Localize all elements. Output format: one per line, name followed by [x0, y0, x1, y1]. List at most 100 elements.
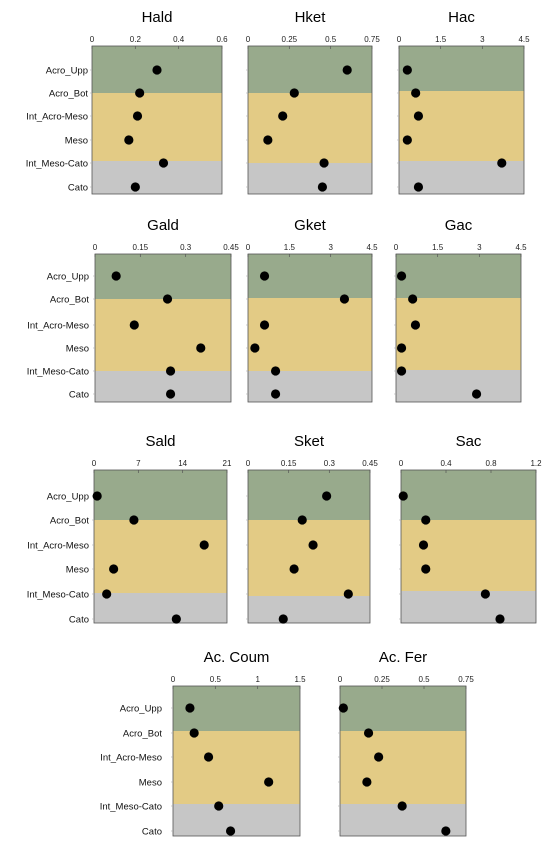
category-label-acro-upp: Acro_Upp: [46, 66, 88, 77]
mesotelm-band: [248, 520, 370, 596]
category-label-int-meso-cato: Int_Meso-Cato: [100, 802, 162, 813]
x-tick-label: 1.5: [435, 35, 447, 44]
data-point-acro-upp: [92, 491, 102, 501]
x-tick-label: 0.6: [216, 35, 228, 44]
x-tick-label: 0.2: [130, 35, 142, 44]
x-tick-label: 0: [399, 459, 404, 468]
data-point-acro-upp: [338, 703, 348, 713]
category-label-cato: Cato: [142, 827, 162, 838]
x-tick-label: 0.3: [324, 459, 336, 468]
chart-title: Hket: [295, 9, 327, 26]
x-tick-label: 14: [178, 459, 187, 468]
data-point-acro-upp: [152, 65, 162, 75]
data-point-int-meso-cato: [270, 366, 281, 376]
panel-ac-fer: Ac. Fer 0 0.25 0.5 0.75: [338, 649, 474, 837]
category-label-int-acro-meso: Int_Acro-Meso: [27, 321, 89, 332]
data-point-acro-bot: [129, 515, 139, 525]
x-tick-label: 0.8: [485, 459, 497, 468]
panel-hac: Hac 0 1.5 3 4.5: [397, 9, 530, 195]
plot-frame: [247, 469, 371, 624]
chart-title: Sac: [456, 433, 482, 450]
catotelm-band: [401, 591, 536, 623]
data-point-meso: [124, 135, 134, 145]
data-point-meso: [362, 777, 372, 787]
chart-title: Sket: [294, 433, 325, 450]
data-point-int-acro-meso: [278, 111, 288, 121]
category-label-int-meso-cato: Int_Meso-Cato: [27, 367, 89, 378]
panel-hket: Hket 0 0.25 0.5 0.75: [246, 9, 380, 195]
acrotelm-band: [399, 46, 524, 91]
acrotelm-band: [94, 470, 227, 520]
plot-frame: [172, 685, 301, 837]
data-point-acro-bot: [289, 88, 299, 98]
data-point-meso: [289, 564, 299, 574]
mesotelm-band: [399, 91, 524, 161]
x-tick-label: 0.75: [458, 675, 474, 684]
data-point-acro-bot: [411, 88, 421, 98]
data-point-acro-bot: [421, 515, 431, 525]
x-tick-label: 0.4: [173, 35, 185, 44]
plot-frame: [395, 253, 522, 403]
x-tick-label: 0: [90, 35, 95, 44]
category-label-cato: Cato: [69, 615, 89, 626]
x-tick-label: 0.3: [180, 243, 192, 252]
data-point-meso: [196, 343, 206, 353]
x-tick-label: 0: [338, 675, 343, 684]
data-point-acro-bot: [408, 294, 418, 304]
chart-title: Ac. Fer: [379, 649, 427, 666]
data-point-meso: [263, 135, 273, 145]
data-point-cato: [171, 614, 181, 624]
category-label-acro-upp: Acro_Upp: [47, 272, 89, 283]
x-tick-label: 3: [480, 35, 485, 44]
catotelm-band: [396, 370, 521, 402]
data-point-cato: [413, 182, 424, 192]
acrotelm-band: [248, 470, 370, 520]
data-point-meso: [264, 777, 274, 787]
data-point-meso: [109, 564, 119, 574]
mesotelm-band: [173, 731, 300, 804]
data-point-int-meso-cato: [102, 589, 112, 599]
data-point-cato: [270, 389, 281, 399]
x-tick-label: 0.5: [325, 35, 337, 44]
data-point-int-acro-meso: [129, 320, 139, 330]
category-label-int-acro-meso: Int_Acro-Meso: [27, 541, 89, 552]
acrotelm-band: [396, 254, 521, 298]
data-point-int-acro-meso: [132, 111, 143, 121]
x-tick-label: 0: [397, 35, 402, 44]
catotelm-band: [248, 163, 372, 194]
mesotelm-band: [95, 299, 231, 371]
x-tick-label: 0: [93, 243, 98, 252]
data-point-int-meso-cato: [319, 158, 329, 168]
plot-frame: [247, 253, 373, 403]
data-point-int-meso-cato: [165, 366, 176, 376]
category-label-cato: Cato: [68, 183, 88, 194]
category-label-meso: Meso: [139, 778, 162, 789]
category-label-meso: Meso: [65, 136, 88, 147]
data-point-acro-upp: [398, 491, 408, 501]
data-point-int-acro-meso: [259, 320, 270, 330]
category-label-int-acro-meso: Int_Acro-Meso: [26, 112, 88, 123]
data-point-int-acro-meso: [418, 540, 429, 550]
x-tick-label: 7: [136, 459, 141, 468]
data-point-int-acro-meso: [308, 540, 318, 550]
x-tick-label: 1.5: [284, 243, 296, 252]
x-tick-label: 1: [255, 675, 260, 684]
panel-sket: Sket 0 0.15 0.3 0.45: [246, 433, 378, 624]
x-tick-label: 0.4: [440, 459, 452, 468]
data-point-int-acro-meso: [374, 752, 384, 762]
data-point-meso: [250, 343, 260, 353]
data-point-int-meso-cato: [497, 158, 507, 168]
panel-hald: Hald 0 0.2 0.4 0.6 Acro_Upp Acro_Bot Int_Acro-M…: [26, 9, 228, 195]
x-tick-label: 0: [171, 675, 176, 684]
data-point-acro-bot: [339, 294, 350, 304]
mesotelm-band: [396, 298, 521, 370]
plot-frame: [247, 45, 373, 195]
x-tick-label: 1.5: [432, 243, 444, 252]
data-point-int-meso-cato: [158, 158, 169, 168]
x-tick-label: 0.15: [281, 459, 297, 468]
category-label-int-meso-cato: Int_Meso-Cato: [26, 159, 88, 170]
data-point-acro-upp: [396, 271, 407, 281]
category-label-acro-bot: Acro_Bot: [49, 89, 88, 100]
data-point-int-acro-meso: [203, 752, 214, 762]
